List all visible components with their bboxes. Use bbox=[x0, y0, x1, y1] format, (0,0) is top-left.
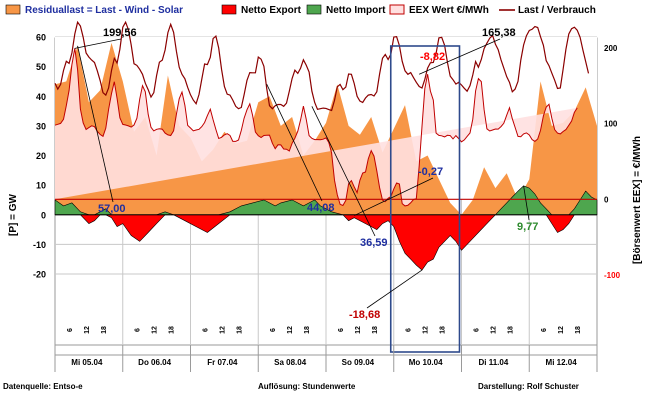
hour-tick-label: 18 bbox=[169, 326, 176, 334]
hour-tick-label: 18 bbox=[101, 326, 108, 334]
hour-tick-label: 18 bbox=[575, 326, 582, 334]
y-left-axis-title: [P] = GW bbox=[8, 193, 19, 236]
y-left-tick-label: 30 bbox=[36, 121, 46, 131]
annotation-leader bbox=[311, 106, 376, 237]
hour-tick-label: 6 bbox=[338, 328, 345, 332]
day-label: Mi 05.04 bbox=[71, 358, 103, 367]
hour-tick-label: 12 bbox=[219, 326, 226, 334]
annotation-label: 57,00 bbox=[98, 203, 126, 215]
legend-export-swatch bbox=[221, 4, 237, 15]
annotation-label: 9,77 bbox=[517, 221, 538, 233]
last-line bbox=[54, 20, 590, 112]
eex-line bbox=[54, 48, 578, 207]
hour-tick-label: 18 bbox=[507, 326, 514, 334]
hour-tick-label: 12 bbox=[355, 326, 362, 334]
legend-residual-label: Residuallast = Last - Wind - Solar bbox=[25, 5, 183, 16]
y-left-tick-label: 50 bbox=[36, 62, 46, 72]
hour-tick-label: 6 bbox=[135, 328, 142, 332]
annotation-leader bbox=[523, 185, 530, 221]
hour-tick-label: 18 bbox=[304, 326, 311, 334]
hour-tick-label: 18 bbox=[440, 326, 447, 334]
legend-export-label: Netto Export bbox=[241, 5, 302, 16]
day-label: Sa 08.04 bbox=[274, 358, 307, 367]
y-left-tick-label: 40 bbox=[36, 92, 46, 102]
y-right-axis-title: [Börsenwert EEX] = €/MWh bbox=[632, 136, 643, 264]
y-left-tick-label: -20 bbox=[33, 270, 46, 280]
hour-tick-label: 12 bbox=[423, 326, 430, 334]
y-right-tick-label: 100 bbox=[604, 120, 618, 129]
day-label: Di 11.04 bbox=[478, 358, 508, 367]
day-label: So 09.04 bbox=[342, 358, 375, 367]
legend-last-label: Last / Verbrauch bbox=[518, 5, 596, 16]
hour-tick-label: 6 bbox=[67, 328, 74, 332]
footer-resolution: Auflösung: Stundenwerte bbox=[258, 382, 356, 391]
y-right-tick-label: -100 bbox=[604, 271, 621, 280]
y-left-tick-label: 10 bbox=[36, 181, 46, 191]
hour-tick-label: 18 bbox=[372, 326, 379, 334]
annotation-label: -18,68 bbox=[349, 309, 380, 321]
annotation-label: -8,82 bbox=[420, 51, 445, 63]
hour-tick-label: 18 bbox=[236, 326, 243, 334]
annotation-leader bbox=[77, 45, 114, 203]
footer-source: Datenquelle: Entso-e bbox=[3, 382, 83, 391]
annotation-label: 44,08 bbox=[307, 202, 335, 214]
hour-tick-label: 6 bbox=[541, 328, 548, 332]
annotation-leader bbox=[366, 269, 423, 309]
annotation-label: 165,38 bbox=[482, 27, 516, 39]
annotation-label: -0,27 bbox=[418, 166, 443, 178]
annotation-leader bbox=[354, 177, 434, 216]
hour-tick-label: 6 bbox=[270, 328, 277, 332]
annotation-leader bbox=[74, 38, 122, 49]
legend-import-label: Netto Import bbox=[326, 5, 386, 16]
legend-residual-swatch bbox=[5, 4, 21, 15]
hour-tick-label: 6 bbox=[406, 328, 413, 332]
legend-import-swatch bbox=[306, 4, 322, 15]
hour-tick-label: 6 bbox=[473, 328, 480, 332]
legend-eex-label: EEX Wert €/MWh bbox=[409, 5, 489, 16]
y-left-tick-label: 60 bbox=[36, 33, 46, 43]
legend-eex-swatch bbox=[389, 4, 405, 15]
hour-tick-label: 6 bbox=[202, 328, 209, 332]
annotation-leader bbox=[418, 38, 501, 75]
y-left-tick-label: 0 bbox=[41, 210, 46, 220]
y-left-tick-label: 20 bbox=[36, 151, 46, 161]
hour-tick-label: 12 bbox=[287, 326, 294, 334]
hour-tick-label: 12 bbox=[84, 326, 91, 334]
y-right-tick-label: 0 bbox=[604, 195, 609, 204]
footer-author: Darstellung: Rolf Schuster bbox=[478, 382, 579, 391]
highlight-box bbox=[389, 45, 461, 353]
annotation-leader bbox=[266, 83, 323, 202]
hour-tick-label: 12 bbox=[490, 326, 497, 334]
annotation-label: 199,56 bbox=[103, 27, 137, 39]
day-label: Fr 07.04 bbox=[207, 358, 238, 367]
y-right-tick-label: 200 bbox=[604, 44, 618, 53]
day-label: Mo 10.04 bbox=[409, 358, 443, 367]
day-label: Mi 12.04 bbox=[546, 358, 578, 367]
chart-legend: Residuallast = Last - Wind - Solar Netto … bbox=[5, 4, 596, 16]
hour-tick-label: 12 bbox=[152, 326, 159, 334]
annotation-label: 36,59 bbox=[360, 237, 388, 249]
hour-tick-label: 12 bbox=[558, 326, 565, 334]
eex-area bbox=[55, 48, 578, 206]
y-left-tick-label: -10 bbox=[33, 240, 46, 250]
day-label: Do 06.04 bbox=[138, 358, 171, 367]
